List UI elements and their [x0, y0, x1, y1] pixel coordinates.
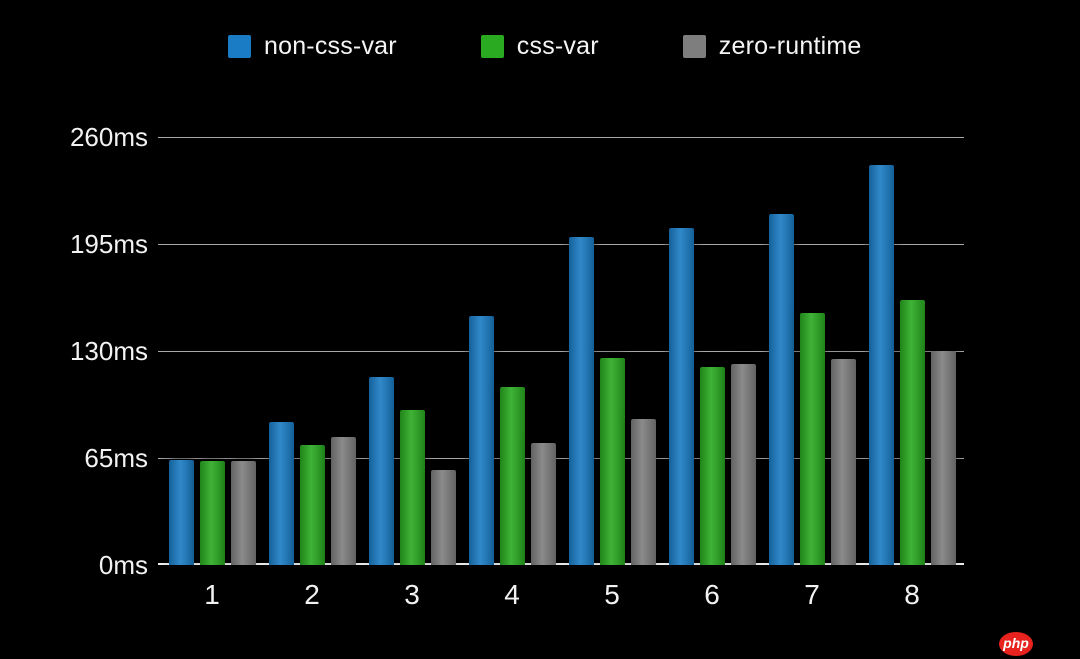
- bar-group-4: [462, 137, 562, 565]
- y-tick-label-0ms: 0ms: [98, 550, 148, 580]
- legend-swatch-zero-runtime: [682, 35, 706, 58]
- bar-non-css-var-8: [868, 165, 894, 565]
- bar-group-3: [362, 137, 462, 565]
- bar-group-6: [662, 137, 762, 565]
- bar-css-var-6: [699, 367, 725, 565]
- legend-item-zero-runtime: zero-runtime: [682, 32, 862, 61]
- bar-non-css-var-1: [168, 459, 194, 565]
- bar-css-var-8: [899, 299, 925, 565]
- bar-group-8: [862, 137, 962, 565]
- chart-legend: non-css-var css-var zero-runtime: [228, 32, 862, 61]
- bar-zero-runtime-4: [530, 443, 556, 565]
- y-tick-label-65ms: 65ms: [84, 443, 148, 473]
- bar-zero-runtime-2: [330, 436, 356, 565]
- bar-zero-runtime-6: [730, 364, 756, 565]
- gridline-260ms: [158, 136, 964, 138]
- bar-non-css-var-7: [768, 214, 794, 565]
- x-tick-label-2: 2: [304, 579, 320, 610]
- legend-item-css-var: css-var: [480, 32, 599, 61]
- plot-area: [158, 136, 964, 565]
- y-tick-label-260ms: 260ms: [69, 122, 148, 152]
- bar-group-2: [262, 137, 362, 565]
- x-tick-label-5: 5: [604, 579, 620, 610]
- php-watermark-logo: php: [999, 632, 1033, 656]
- bar-css-var-7: [799, 313, 825, 565]
- bar-non-css-var-4: [468, 316, 494, 565]
- gridline-195ms: [158, 243, 964, 245]
- bar-css-var-1: [199, 461, 225, 565]
- legend-swatch-css-var: [480, 35, 504, 58]
- legend-item-non-css-var: non-css-var: [228, 32, 397, 61]
- bar-non-css-var-3: [368, 377, 394, 565]
- y-tick-label-195ms: 195ms: [69, 229, 148, 259]
- bar-zero-runtime-8: [930, 351, 956, 565]
- bar-group-7: [762, 137, 862, 565]
- bar-css-var-3: [399, 410, 425, 565]
- bar-zero-runtime-3: [430, 469, 456, 565]
- bar-zero-runtime-7: [830, 359, 856, 565]
- bar-non-css-var-6: [668, 227, 694, 565]
- x-tick-label-3: 3: [404, 579, 420, 610]
- bar-css-var-5: [599, 357, 625, 565]
- gridline-130ms: [158, 350, 964, 352]
- bar-zero-runtime-1: [230, 461, 256, 565]
- x-tick-label-4: 4: [504, 579, 520, 610]
- x-axis-baseline: [158, 563, 964, 565]
- legend-label: zero-runtime: [718, 32, 862, 60]
- bar-non-css-var-5: [568, 237, 594, 565]
- legend-label: non-css-var: [264, 32, 397, 60]
- bar-css-var-4: [499, 387, 525, 565]
- bar-group-5: [562, 137, 662, 565]
- x-tick-label-7: 7: [804, 579, 820, 610]
- gridline-65ms: [158, 457, 964, 459]
- bar-css-var-2: [299, 444, 325, 565]
- bar-zero-runtime-5: [630, 418, 656, 565]
- x-tick-label-1: 1: [204, 579, 220, 610]
- legend-label: css-var: [516, 32, 599, 60]
- y-tick-label-130ms: 130ms: [69, 336, 148, 366]
- bar-non-css-var-2: [268, 421, 294, 565]
- legend-swatch-non-css-var: [228, 35, 251, 58]
- php-watermark-label: php: [1003, 635, 1029, 651]
- x-tick-label-6: 6: [704, 579, 720, 610]
- bar-group-1: [162, 137, 262, 565]
- x-tick-label-8: 8: [904, 579, 920, 610]
